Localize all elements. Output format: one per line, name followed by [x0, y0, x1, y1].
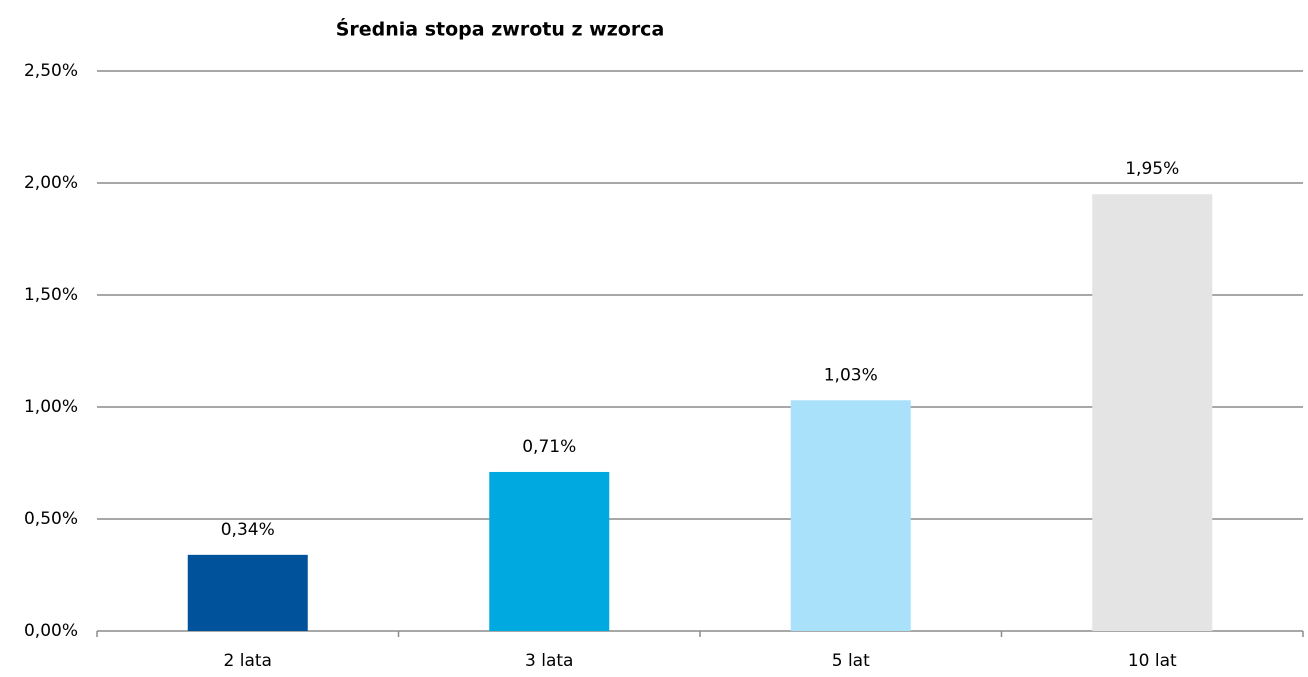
y-tick-label: 2,50%	[24, 61, 78, 81]
y-tick-label: 2,00%	[24, 173, 78, 193]
bar	[1092, 194, 1213, 631]
y-tick-label: 0,50%	[24, 509, 78, 529]
x-tick-label: 5 lat	[832, 651, 870, 671]
bar	[489, 471, 610, 631]
x-tick-label: 10 lat	[1128, 651, 1177, 671]
x-tick-label: 3 lata	[525, 651, 573, 671]
value-label: 1,03%	[824, 365, 878, 385]
bar	[790, 400, 911, 631]
y-tick-label: 1,50%	[24, 285, 78, 305]
y-tick-label: 1,00%	[24, 397, 78, 417]
y-tick-label: 0,00%	[24, 621, 78, 641]
chart-title: Średnia stopa zwrotu z wzorca	[336, 17, 665, 41]
value-label: 1,95%	[1125, 159, 1179, 179]
value-label: 0,34%	[221, 520, 275, 540]
value-label: 0,71%	[522, 437, 576, 457]
x-tick-label: 2 lata	[224, 651, 272, 671]
bar	[187, 554, 308, 631]
